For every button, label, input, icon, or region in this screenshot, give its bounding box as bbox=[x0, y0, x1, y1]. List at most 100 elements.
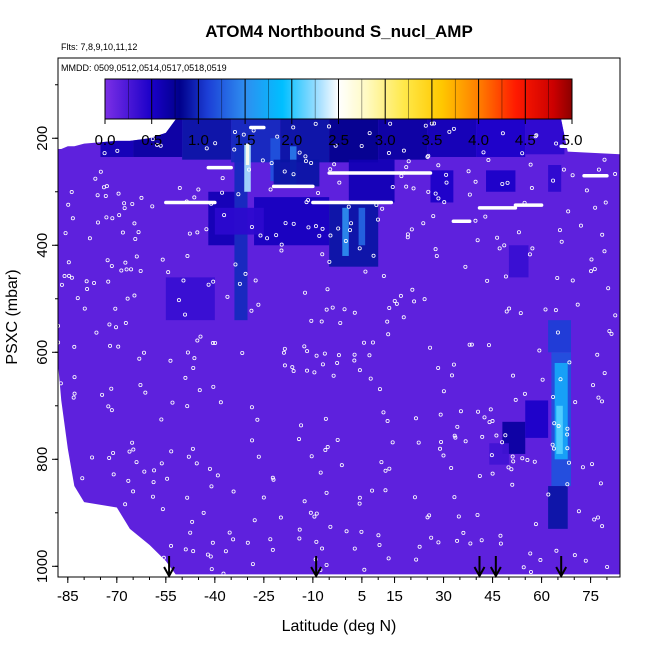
sample-point bbox=[368, 376, 373, 381]
sample-point bbox=[211, 279, 216, 284]
sample-point bbox=[441, 389, 446, 394]
sample-point bbox=[139, 195, 144, 200]
sample-point bbox=[596, 167, 601, 172]
sample-point bbox=[322, 351, 327, 356]
x-tick-label: -70 bbox=[106, 588, 128, 605]
sample-point bbox=[82, 306, 87, 311]
sample-point bbox=[565, 482, 570, 487]
sample-point bbox=[66, 202, 71, 207]
sample-point bbox=[511, 459, 516, 464]
sample-point bbox=[151, 480, 156, 485]
sample-point bbox=[426, 153, 431, 158]
sample-point bbox=[439, 439, 444, 444]
sample-point bbox=[344, 529, 349, 534]
sample-point bbox=[247, 167, 252, 172]
sample-point bbox=[522, 200, 527, 205]
sample-point bbox=[532, 459, 537, 464]
sample-point bbox=[324, 562, 329, 567]
sample-point bbox=[467, 192, 472, 197]
sample-point bbox=[109, 408, 114, 413]
sample-point bbox=[314, 539, 319, 544]
sample-point bbox=[123, 502, 128, 507]
sample-point bbox=[211, 384, 216, 389]
sample-point bbox=[374, 203, 379, 208]
sample-point bbox=[123, 526, 128, 531]
sample-point bbox=[559, 239, 564, 244]
heatmap-cell bbox=[525, 400, 549, 438]
sample-point bbox=[204, 146, 209, 151]
sample-point bbox=[107, 455, 112, 460]
sample-point bbox=[177, 186, 182, 191]
sample-point bbox=[487, 420, 492, 425]
sample-point bbox=[308, 510, 313, 515]
sample-point bbox=[580, 465, 585, 470]
sample-point bbox=[129, 267, 134, 272]
sample-point bbox=[552, 421, 557, 426]
sample-point bbox=[325, 445, 330, 450]
latitude-markers bbox=[163, 556, 568, 579]
sample-point bbox=[606, 122, 611, 127]
sample-point bbox=[116, 191, 121, 196]
sample-point bbox=[452, 433, 457, 438]
sample-point bbox=[543, 307, 548, 312]
sample-point bbox=[208, 554, 213, 559]
sample-point bbox=[583, 558, 588, 563]
sample-point bbox=[63, 130, 68, 135]
sample-point bbox=[327, 259, 332, 264]
heatmap-cell bbox=[430, 170, 454, 203]
sample-point bbox=[100, 517, 105, 522]
sample-point bbox=[502, 243, 507, 248]
sample-point bbox=[188, 530, 193, 535]
sample-point bbox=[191, 365, 196, 370]
sample-point bbox=[550, 442, 555, 447]
sample-point bbox=[500, 440, 505, 445]
sample-point bbox=[455, 538, 460, 543]
sample-point bbox=[575, 302, 580, 307]
sample-point bbox=[551, 394, 556, 399]
sample-point bbox=[309, 318, 314, 323]
sample-point bbox=[516, 230, 521, 235]
sample-point bbox=[602, 249, 607, 254]
heatmap-cell bbox=[358, 207, 366, 246]
heatmap-cell bbox=[489, 443, 509, 465]
sample-point bbox=[312, 370, 317, 375]
sample-point bbox=[100, 538, 105, 543]
sample-point bbox=[328, 524, 333, 529]
sample-point bbox=[452, 495, 457, 500]
sample-point bbox=[278, 515, 283, 520]
heatmap-cell bbox=[329, 119, 379, 163]
sample-point bbox=[256, 454, 261, 459]
x-tick-label: -40 bbox=[204, 588, 226, 605]
sample-point bbox=[352, 310, 357, 315]
colorbar: 0.0 0.5 1.0 1.5 2.0 2.5 3.0 3.5 4.0 4.5 5.0 bbox=[95, 78, 582, 149]
sample-point bbox=[84, 279, 89, 284]
sample-point bbox=[578, 223, 583, 228]
sample-point bbox=[190, 519, 195, 524]
sample-point bbox=[449, 373, 454, 378]
sample-point bbox=[602, 157, 607, 162]
sample-point bbox=[422, 297, 427, 302]
sample-point bbox=[529, 186, 534, 191]
sample-point bbox=[486, 343, 491, 348]
sample-point bbox=[423, 123, 428, 128]
sample-point bbox=[297, 527, 302, 532]
sample-point bbox=[99, 518, 104, 523]
sample-point bbox=[398, 293, 403, 298]
sample-point bbox=[291, 125, 296, 130]
sample-point bbox=[213, 141, 218, 146]
sample-point bbox=[429, 535, 434, 540]
sample-point bbox=[500, 181, 505, 186]
sample-point bbox=[260, 158, 265, 163]
sample-point bbox=[404, 184, 409, 189]
sample-point bbox=[497, 246, 502, 251]
sample-point bbox=[451, 362, 456, 367]
y-tick-label: 1000 bbox=[34, 550, 51, 583]
sample-point bbox=[117, 213, 122, 218]
sample-point bbox=[456, 514, 461, 519]
sample-point bbox=[473, 179, 478, 184]
sample-point bbox=[565, 426, 570, 431]
marker-arrow-head bbox=[310, 566, 323, 579]
sample-point bbox=[204, 227, 209, 232]
sample-point bbox=[528, 551, 533, 556]
sample-point bbox=[331, 373, 336, 378]
